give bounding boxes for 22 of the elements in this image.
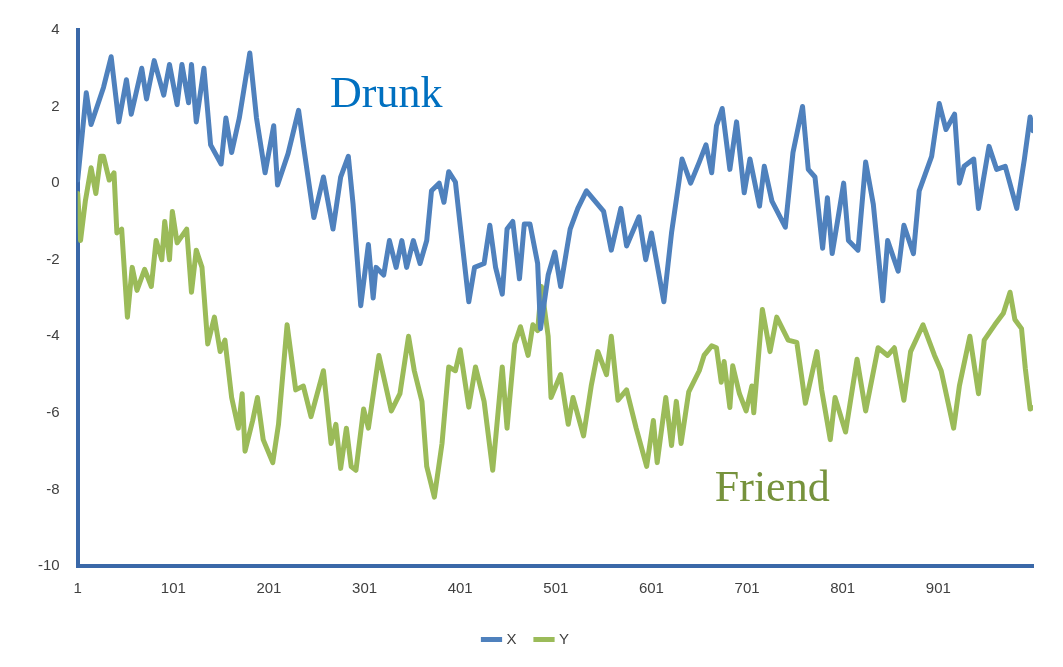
x-tick-label: 1 <box>73 579 82 597</box>
annotation: Friend <box>714 461 830 511</box>
x-tick-label: 401 <box>447 579 473 597</box>
x-tick-label: 201 <box>256 579 282 597</box>
y-tick-label: -10 <box>37 556 60 574</box>
x-tick-label: 101 <box>160 579 186 597</box>
annotation: Drunk <box>330 68 443 118</box>
x-tick-label: 701 <box>734 579 760 597</box>
legend-label: Y <box>559 629 570 647</box>
y-tick-label: -4 <box>46 326 60 344</box>
y-tick-label: -2 <box>46 249 60 267</box>
x-tick-label: 901 <box>925 579 951 597</box>
y-tick-label: -6 <box>46 403 60 420</box>
x-tick-label: 301 <box>352 579 378 597</box>
legend-label: X <box>506 629 517 647</box>
x-tick-label: 801 <box>830 579 856 597</box>
x-tick-label: 501 <box>543 579 569 597</box>
y-tick-label: -8 <box>46 479 60 497</box>
x-tick-label: 601 <box>638 579 664 597</box>
y-tick-label: 0 <box>51 173 60 191</box>
y-tick-label: 4 <box>51 20 60 38</box>
y-tick-label: 2 <box>51 96 60 114</box>
